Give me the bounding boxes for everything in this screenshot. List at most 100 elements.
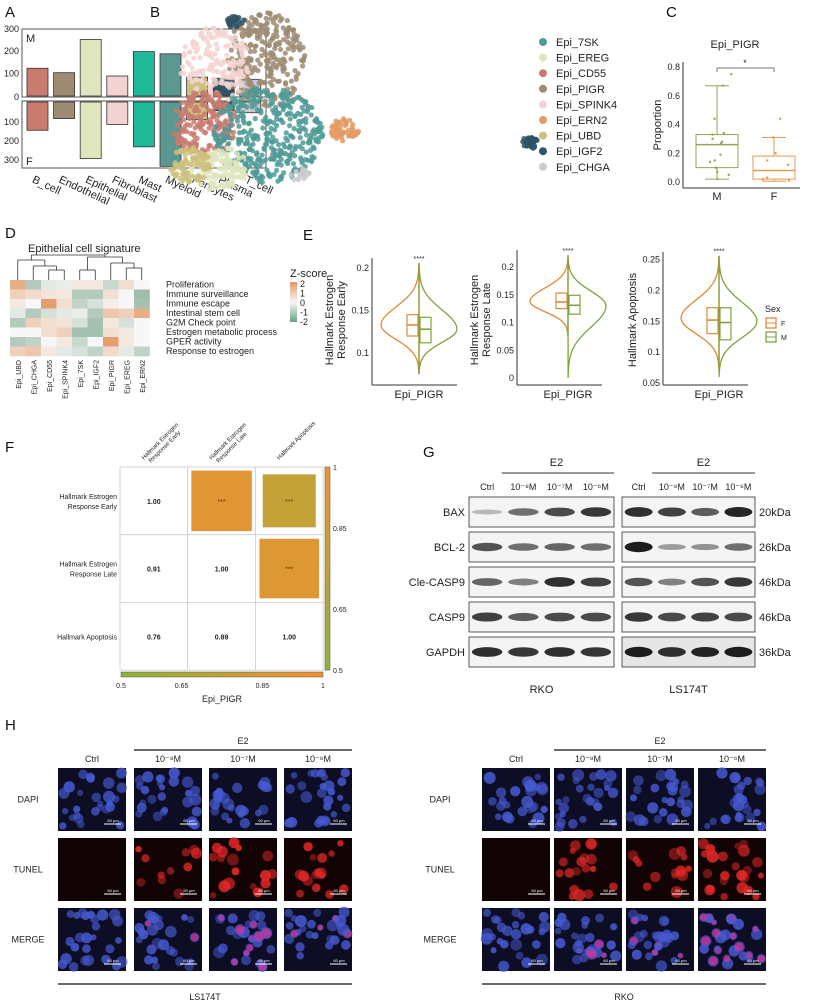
nucleus (244, 920, 253, 928)
y-tick-label: 0.4 (667, 120, 680, 130)
heatmap-title: Epithelial cell signature (28, 243, 141, 255)
nucleus (607, 787, 619, 798)
heatmap-cell (103, 299, 119, 309)
heatmap-cell (87, 280, 104, 290)
umap-point-Epi_SPINK4 (240, 73, 247, 79)
y-tick-label: 0 (509, 373, 514, 383)
umap-point-Epi_ERN2 (335, 131, 341, 137)
heatmap-cell (25, 289, 42, 300)
umap-point-Epi_SPINK4 (227, 34, 233, 41)
lane-label: Ctrl (632, 482, 646, 492)
nucleus (181, 914, 188, 921)
panel-b-umap: Epi_7SK Epi_EREG Epi_CD55 Epi_PIGR Epi_SPINK… (168, 10, 617, 192)
tunel-positive-cell (738, 871, 750, 883)
heatmap-cell (25, 327, 42, 338)
nucleus (139, 799, 147, 807)
umap-point-Epi_7SK (235, 104, 241, 111)
protein-band (508, 508, 539, 516)
panel-label-a: A (5, 4, 15, 21)
umap-point-Epi_7SK (264, 135, 270, 141)
umap-point-Epi_7SK (278, 117, 284, 123)
umap-point-Epi_EREG (209, 158, 215, 164)
umap-point-Epi_CD55 (174, 135, 180, 141)
heatmap-cell (25, 337, 42, 347)
umap-point-Epi_EREG (218, 152, 224, 158)
heatmap-cell (87, 308, 104, 319)
nucleus (152, 962, 160, 971)
umap-point-Epi_7SK (303, 127, 309, 133)
nucleus (576, 933, 588, 944)
umap-point-Epi_7SK (241, 102, 247, 108)
tunel-positive-cell (685, 865, 692, 872)
nucleus (323, 780, 335, 792)
umap-point-Epi_PIGR (248, 79, 254, 85)
nucleus (61, 807, 69, 815)
umap-point-Epi_SPINK4 (184, 59, 190, 65)
heatmap-cell (87, 327, 104, 338)
protein-band (471, 542, 503, 552)
umap-point-Epi_PIGR (273, 27, 279, 33)
umap-point-Epi_UBD (200, 155, 206, 161)
merged-apoptotic-cell (708, 956, 718, 966)
umap-point-Epi_PIGR (264, 30, 271, 36)
protein-band (724, 506, 753, 518)
y-axis-label: Hallmark Estrogen (324, 275, 336, 365)
umap-point-Epi_7SK (274, 162, 280, 168)
nucleus (699, 944, 710, 954)
size-label: 46kDa (759, 577, 792, 589)
umap-point-Epi_PIGR (288, 56, 294, 62)
nucleus (502, 925, 513, 937)
tunel-positive-cell (583, 889, 594, 899)
umap-point-Epi_PIGR (271, 54, 277, 60)
lane-label: 10⁻⁸M (510, 482, 536, 492)
condition-label: 10⁻⁶M (719, 754, 745, 764)
scale-bar-label: 60 μm (107, 818, 119, 823)
umap-point-Epi_7SK (226, 135, 232, 141)
tunel-positive-cell (303, 841, 313, 852)
protein-band (724, 577, 753, 587)
heatmap-cell (10, 289, 26, 300)
stain-label: MERGE (423, 935, 456, 945)
nucleus (337, 777, 347, 787)
umap-point-Epi_CD55 (186, 116, 193, 122)
umap-point-Epi_EREG (241, 166, 248, 172)
umap-point-Epi_PIGR (247, 49, 254, 55)
tunel-positive-cell (558, 857, 568, 867)
umap-point-Epi_7SK (318, 128, 324, 135)
legend-label: M (781, 335, 787, 342)
umap-point-Epi_PIGR (246, 32, 252, 39)
umap-point-Epi_7SK (268, 125, 274, 132)
umap-point-Epi_CD55 (230, 129, 237, 135)
protein-band (544, 647, 575, 657)
nucleus (654, 944, 662, 951)
umap-point-Epi_PIGR (288, 78, 295, 84)
legend-dot-Epi_EREG (539, 53, 547, 62)
umap-point-Epi_ERN2 (331, 125, 337, 131)
tunel-positive-cell (315, 867, 327, 880)
row-label: Proliferation (166, 280, 214, 290)
umap-point-Epi_IGF2 (236, 14, 242, 21)
matrix-cell (254, 602, 324, 671)
data-point (716, 170, 719, 174)
tunel-positive-cell (183, 862, 193, 872)
umap-point-Epi_PIGR (274, 23, 280, 29)
umap-point-Epi_7SK (286, 123, 293, 129)
umap-point-Epi_PIGR (284, 17, 290, 24)
umap-point-Epi_SPINK4 (195, 68, 201, 75)
lane-label: 10⁻⁶M (583, 482, 609, 492)
umap-point-Epi_7SK (238, 136, 244, 143)
legend-dot-Epi_CHGA (539, 162, 547, 171)
nucleus (211, 801, 220, 811)
umap-point-Epi_EREG (206, 186, 212, 192)
scale-bar-label: 60 μm (531, 818, 543, 823)
matrix-cell (119, 466, 189, 536)
protein-band (508, 543, 539, 551)
nucleus (237, 811, 245, 818)
protein-band (691, 612, 720, 622)
nucleus (653, 814, 663, 824)
legend-tick: -1 (300, 308, 308, 318)
nucleus (679, 785, 691, 798)
scale-bar-label: 60 μm (747, 818, 759, 823)
size-label: 46kDa (759, 612, 792, 624)
umap-point-Epi_EREG (197, 181, 204, 187)
